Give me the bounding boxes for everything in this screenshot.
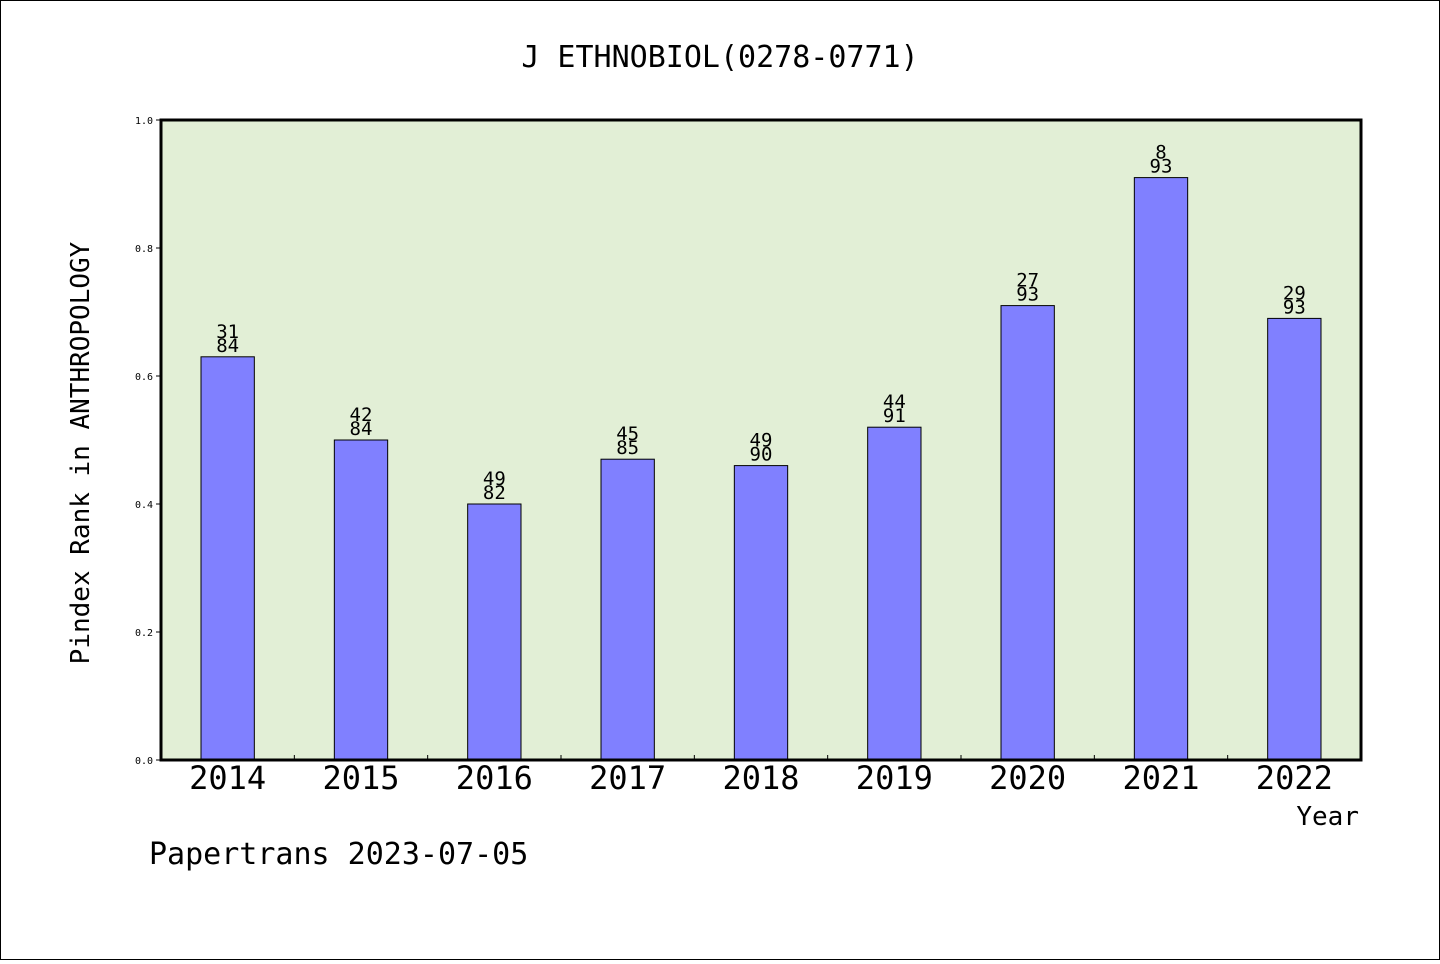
x-tick-label-2016: 2016 [456, 759, 533, 797]
y-tick-label-0.2: 0.2 [135, 628, 153, 639]
bars-layer [200, 177, 1322, 761]
bar-2018 [733, 465, 789, 761]
y-tick-label-0.4: 0.4 [135, 500, 153, 511]
y-axis: 0.0 0.2 0.4 0.6 0.8 1.0 [135, 116, 161, 767]
bar-2014 [200, 356, 255, 761]
bar-label-bottom-2018: 90 [750, 444, 773, 466]
bar-label-top-2014: 31 [216, 321, 239, 343]
bar-label-top-2016: 49 [483, 468, 506, 490]
chart-title: J ETHNOBIOL(0278-0771) [521, 40, 918, 75]
plot-border [159, 118, 1363, 762]
x-tick-label-2017: 2017 [589, 759, 666, 797]
bar-label-bottom-2021: 93 [1150, 156, 1173, 178]
bar-label-top-2015: 42 [350, 404, 373, 426]
bar-label-top-2018: 49 [750, 430, 773, 452]
bar-label-top-2020: 27 [1016, 270, 1039, 292]
x-tick-label-2018: 2018 [722, 759, 799, 797]
x-axis: 2014 2015 2016 2017 2018 2019 2020 2021 2022 [189, 755, 1333, 797]
x-axis-label: Year [1296, 802, 1359, 832]
bar-2017 [600, 458, 655, 761]
bar-2015 [333, 439, 389, 761]
x-tick-label-2020: 2020 [989, 759, 1066, 797]
x-tick-label-2014: 2014 [189, 759, 266, 797]
x-tick-label-2019: 2019 [856, 759, 933, 797]
bar-label-bottom-2014: 84 [216, 335, 239, 357]
bar-2022 [1267, 317, 1322, 761]
x-tick-label-2015: 2015 [322, 759, 399, 797]
bar-label-top-2021: 8 [1155, 142, 1166, 164]
y-tick-label-0.0: 0.0 [135, 756, 153, 767]
bar-label-bottom-2017: 85 [616, 437, 639, 459]
y-tick-label-1.0: 1.0 [135, 116, 153, 127]
bar-label-top-2017: 45 [616, 423, 639, 445]
bar-label-bottom-2020: 93 [1016, 284, 1039, 306]
y-tick-label-0.6: 0.6 [135, 372, 153, 383]
footer-credit: Papertrans 2023-07-05 [149, 837, 528, 872]
y-tick-label-0.8: 0.8 [135, 244, 153, 255]
bar-label-top-2022: 29 [1283, 282, 1306, 304]
bar-label-top-2019: 44 [883, 391, 906, 413]
bar-label-bottom-2022: 93 [1283, 296, 1306, 318]
bar-label-bottom-2016: 82 [483, 482, 506, 504]
bar-2021 [1133, 177, 1189, 761]
x-tick-label-2021: 2021 [1122, 759, 1199, 797]
bar-label-bottom-2015: 84 [350, 418, 373, 440]
bar-2020 [1000, 305, 1055, 761]
bar-2019 [867, 426, 922, 761]
bar-label-bottom-2019: 91 [883, 405, 906, 427]
x-tick-label-2022: 2022 [1256, 759, 1333, 797]
y-axis-label: Pindex Rank in ANTHROPOLOGY [66, 241, 96, 664]
bar-2016 [467, 503, 522, 761]
